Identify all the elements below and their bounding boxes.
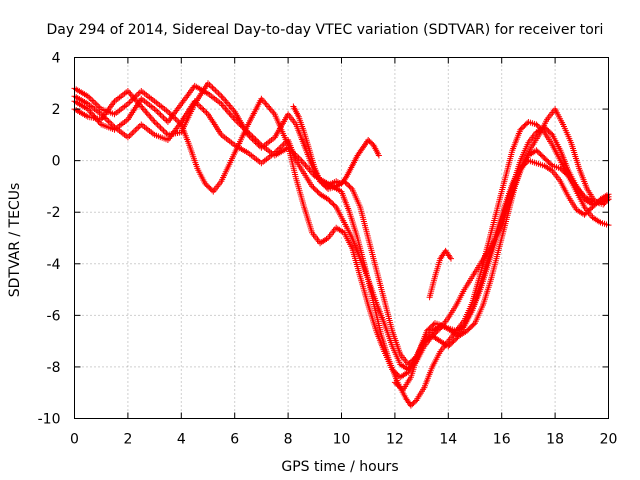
y-tick-label: -6 xyxy=(47,308,61,324)
x-tick-label: 2 xyxy=(123,432,132,448)
x-tick-label: 4 xyxy=(177,432,186,448)
plus-marker xyxy=(426,247,454,301)
plus-marker xyxy=(391,106,612,394)
x-tick-label: 8 xyxy=(284,432,293,448)
x-tick-label: 20 xyxy=(600,432,618,448)
x-tick-label: 0 xyxy=(70,432,79,448)
series-track-3 xyxy=(71,80,612,368)
y-tick-label: -2 xyxy=(47,205,61,221)
y-tick-label: 2 xyxy=(52,102,61,118)
chart-title: Day 294 of 2014, Sidereal Day-to-day VTE… xyxy=(47,22,604,38)
y-tick-label: -8 xyxy=(47,360,61,376)
plus-marker xyxy=(71,80,612,368)
x-axis-label: GPS time / hours xyxy=(281,459,398,475)
series-track-7 xyxy=(426,247,454,301)
x-tick-label: 14 xyxy=(439,432,457,448)
y-tick-label: 0 xyxy=(52,154,61,170)
x-tick-label: 16 xyxy=(493,432,511,448)
x-tick-label: 18 xyxy=(546,432,564,448)
x-tick-label: 6 xyxy=(230,432,239,448)
plot-frame xyxy=(74,57,609,419)
y-tick-label: -10 xyxy=(38,412,61,428)
y-tick-label: 4 xyxy=(52,51,61,67)
axis-ticks: 0 2 4 6 8 10 12 14 16 18 20 -10 -8 -6 -4 -2 0 2 4 xyxy=(38,51,618,448)
series-track-5 xyxy=(290,103,382,190)
data-points xyxy=(71,80,612,409)
y-tick-label: -4 xyxy=(47,257,61,273)
plus-marker xyxy=(290,103,382,190)
x-tick-label: 10 xyxy=(333,432,351,448)
series-track-6 xyxy=(391,106,612,394)
y-axis-label: SDTVAR / TECUs xyxy=(7,183,23,298)
x-tick-label: 12 xyxy=(386,432,404,448)
